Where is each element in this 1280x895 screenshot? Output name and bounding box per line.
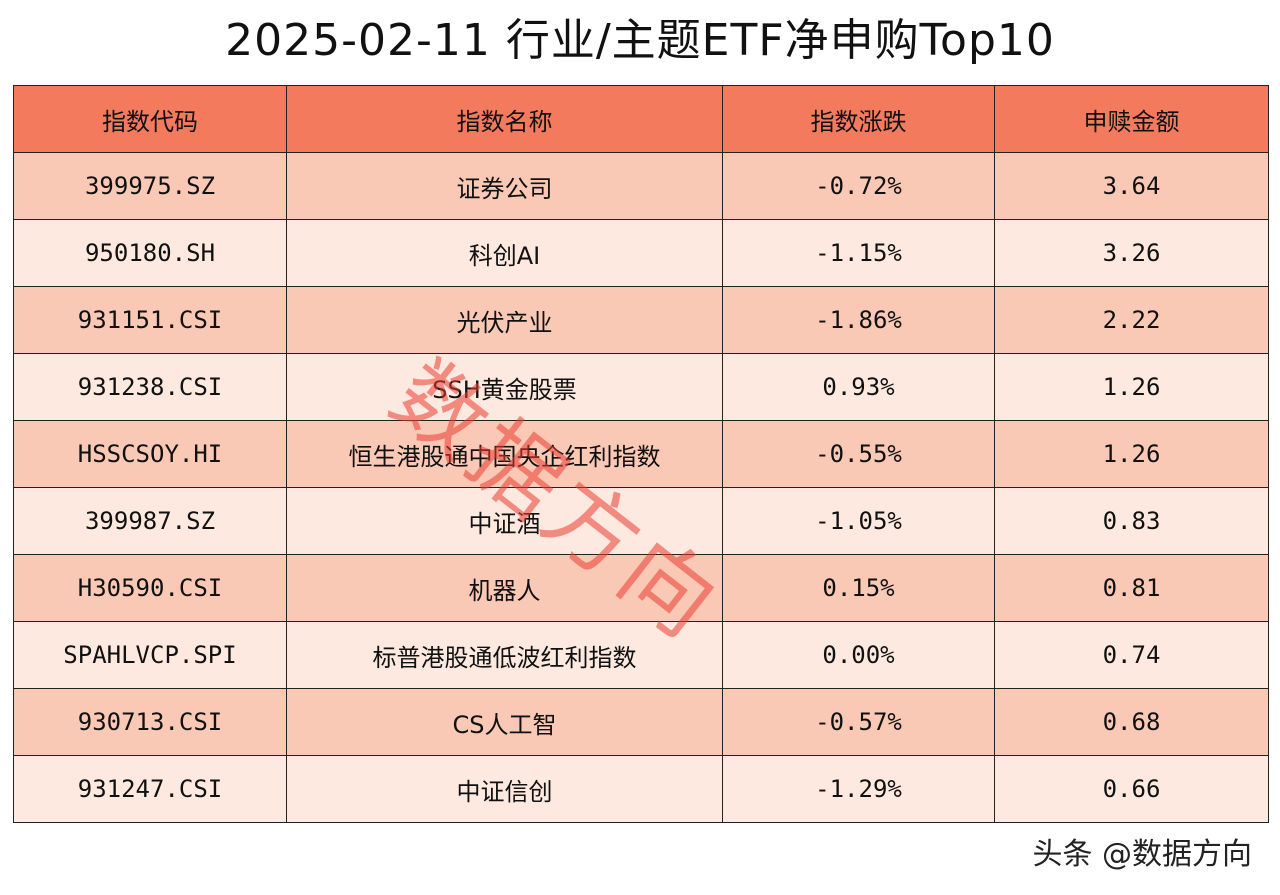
cell-amount: 0.68 — [994, 688, 1269, 756]
cell-change: 0.15% — [722, 554, 995, 622]
cell-name: 中证信创 — [286, 755, 723, 823]
cell-code: H30590.CSI — [13, 554, 287, 622]
cell-change: -1.05% — [722, 487, 995, 555]
cell-code: 931247.CSI — [13, 755, 287, 823]
cell-amount: 0.74 — [994, 621, 1269, 689]
cell-name: 光伏产业 — [286, 286, 723, 354]
table-row: 399975.SZ 证券公司 -0.72% 3.64 — [13, 152, 1269, 220]
cell-code: 950180.SH — [13, 219, 287, 287]
cell-name: 恒生港股通中国央企红利指数 — [286, 420, 723, 488]
table-row: 399987.SZ 中证酒 -1.05% 0.83 — [13, 487, 1269, 555]
cell-name: 机器人 — [286, 554, 723, 622]
cell-change: -1.15% — [722, 219, 995, 287]
cell-change: -0.72% — [722, 152, 995, 220]
header-index-name: 指数名称 — [286, 85, 723, 153]
cell-change: -1.86% — [722, 286, 995, 354]
cell-amount: 3.26 — [994, 219, 1269, 287]
header-subscription-amount: 申赎金额 — [994, 85, 1269, 153]
table-row: 931151.CSI 光伏产业 -1.86% 2.22 — [13, 286, 1269, 354]
header-index-code: 指数代码 — [13, 85, 287, 153]
cell-change: -0.55% — [722, 420, 995, 488]
cell-amount: 0.81 — [994, 554, 1269, 622]
cell-code: SPAHLVCP.SPI — [13, 621, 287, 689]
table-header-row: 指数代码 指数名称 指数涨跌 申赎金额 — [13, 85, 1269, 153]
cell-name: 证券公司 — [286, 152, 723, 220]
table-row: 931238.CSI SSH黄金股票 0.93% 1.26 — [13, 353, 1269, 421]
table-row: H30590.CSI 机器人 0.15% 0.81 — [13, 554, 1269, 622]
cell-amount: 1.26 — [994, 420, 1269, 488]
table-row: HSSCSOY.HI 恒生港股通中国央企红利指数 -0.55% 1.26 — [13, 420, 1269, 488]
table-row: 931247.CSI 中证信创 -1.29% 0.66 — [13, 755, 1269, 823]
cell-amount: 0.83 — [994, 487, 1269, 555]
cell-name: SSH黄金股票 — [286, 353, 723, 421]
cell-change: 0.00% — [722, 621, 995, 689]
page-title: 2025-02-11 行业/主题ETF净申购Top10 — [225, 15, 1055, 66]
source-credit: 头条 @数据方向 — [1032, 837, 1252, 872]
cell-code: HSSCSOY.HI — [13, 420, 287, 488]
cell-name: 中证酒 — [286, 487, 723, 555]
cell-code: 399987.SZ — [13, 487, 287, 555]
table-row: SPAHLVCP.SPI 标普港股通低波红利指数 0.00% 0.74 — [13, 621, 1269, 689]
cell-name: 科创AI — [286, 219, 723, 287]
cell-amount: 0.66 — [994, 755, 1269, 823]
cell-amount: 3.64 — [994, 152, 1269, 220]
header-index-change: 指数涨跌 — [722, 85, 995, 153]
cell-change: -1.29% — [722, 755, 995, 823]
cell-name: CS人工智 — [286, 688, 723, 756]
cell-code: 399975.SZ — [13, 152, 287, 220]
cell-code: 930713.CSI — [13, 688, 287, 756]
cell-code: 931238.CSI — [13, 353, 287, 421]
cell-amount: 2.22 — [994, 286, 1269, 354]
table-row: 950180.SH 科创AI -1.15% 3.26 — [13, 219, 1269, 287]
cell-change: 0.93% — [722, 353, 995, 421]
cell-code: 931151.CSI — [13, 286, 287, 354]
cell-change: -0.57% — [722, 688, 995, 756]
cell-amount: 1.26 — [994, 353, 1269, 421]
table-row: 930713.CSI CS人工智 -0.57% 0.68 — [13, 688, 1269, 756]
etf-table: 指数代码 指数名称 指数涨跌 申赎金额 399975.SZ 证券公司 -0.72… — [13, 85, 1269, 823]
cell-name: 标普港股通低波红利指数 — [286, 621, 723, 689]
